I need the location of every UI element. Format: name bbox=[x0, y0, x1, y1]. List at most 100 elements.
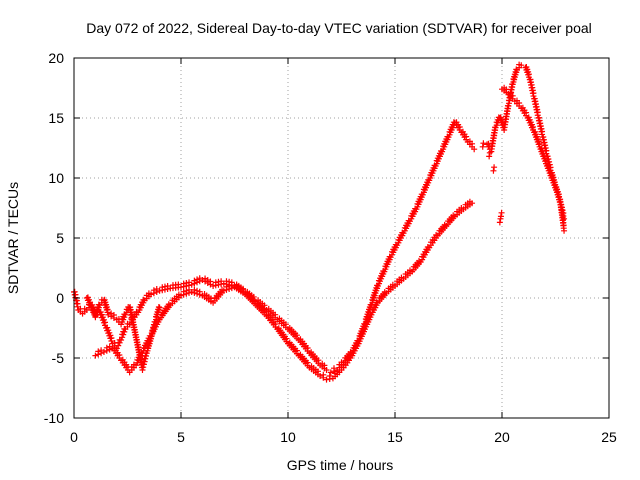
data-point-lower-track bbox=[196, 288, 203, 295]
data-point-main-track bbox=[323, 367, 330, 373]
data-point-late-track bbox=[518, 62, 525, 69]
data-point-early-segments bbox=[148, 335, 155, 342]
data-point-late-track bbox=[528, 79, 535, 86]
data-point-late-track bbox=[537, 122, 544, 129]
data-point-late-track bbox=[539, 128, 546, 135]
data-point-late-track bbox=[533, 103, 540, 110]
data-point-late-lower-track bbox=[549, 174, 556, 181]
y-tick-label: -5 bbox=[52, 350, 65, 366]
data-point-late-track bbox=[536, 117, 543, 124]
data-point-late-lower-track bbox=[516, 100, 523, 106]
data-point-main-track bbox=[282, 321, 289, 328]
data-point-main-track bbox=[102, 319, 109, 326]
data-point-early-segments bbox=[156, 304, 163, 311]
data-point-late-track bbox=[531, 95, 538, 102]
data-point-main-track bbox=[315, 357, 322, 364]
data-point-lower-track bbox=[320, 371, 327, 378]
data-point-late-track bbox=[542, 142, 549, 149]
data-point-main-track bbox=[175, 281, 182, 288]
data-point-main-track bbox=[293, 332, 300, 339]
data-point-late-lower-track bbox=[503, 86, 510, 93]
data-point-late-lower-track bbox=[530, 124, 537, 130]
data-point-early-segments bbox=[110, 312, 117, 318]
data-point-main-track bbox=[272, 311, 279, 318]
x-tick-label: 5 bbox=[177, 429, 185, 445]
data-point-main-track bbox=[469, 140, 476, 147]
data-point-late-lower-track bbox=[561, 227, 568, 234]
x-tick-label: 15 bbox=[387, 429, 403, 445]
data-point-main-track bbox=[72, 291, 79, 298]
y-tick-label: 10 bbox=[48, 170, 64, 186]
data-point-late-lower-track bbox=[555, 191, 562, 198]
data-points bbox=[71, 61, 568, 383]
data-point-main-track bbox=[321, 362, 328, 369]
data-point-isolated-points bbox=[497, 213, 504, 220]
data-point-isolated-points bbox=[491, 164, 498, 171]
data-point-late-track bbox=[532, 98, 539, 105]
data-point-lower-track bbox=[261, 308, 268, 315]
x-tick-label: 20 bbox=[494, 429, 510, 445]
data-point-lower-track bbox=[116, 352, 123, 358]
data-point-lower-track bbox=[326, 373, 333, 379]
data-point-main-track bbox=[207, 278, 214, 285]
data-point-isolated-points bbox=[479, 143, 486, 150]
data-point-main-track bbox=[73, 297, 80, 304]
x-tick-label: 0 bbox=[70, 429, 78, 445]
y-tick-label: 15 bbox=[48, 110, 64, 126]
data-point-late-track bbox=[535, 114, 542, 121]
data-point-lower-track bbox=[283, 335, 290, 342]
data-point-lower-track bbox=[92, 352, 99, 359]
data-point-main-track bbox=[148, 291, 155, 298]
data-point-main-track bbox=[463, 133, 470, 140]
data-point-lower-track bbox=[272, 321, 279, 327]
data-point-late-track bbox=[540, 136, 547, 143]
data-point-isolated-points bbox=[490, 167, 497, 174]
data-point-late-track bbox=[537, 120, 544, 127]
data-point-lower-track bbox=[469, 200, 476, 207]
data-point-late-lower-track bbox=[560, 222, 567, 229]
data-point-late-track bbox=[530, 90, 537, 97]
data-point-isolated-points bbox=[486, 153, 493, 160]
data-point-late-track bbox=[528, 81, 535, 88]
data-point-lower-track bbox=[314, 368, 321, 375]
data-point-main-track bbox=[331, 365, 338, 372]
data-point-late-lower-track bbox=[536, 140, 543, 147]
data-point-late-track bbox=[525, 71, 532, 78]
data-point-main-track bbox=[71, 288, 78, 295]
data-point-late-track bbox=[529, 84, 536, 91]
data-point-lower-track bbox=[304, 359, 311, 366]
y-tick-label: 20 bbox=[48, 50, 64, 66]
y-tick-label: 5 bbox=[56, 230, 64, 246]
data-point-late-track bbox=[534, 106, 541, 113]
data-point-lower-track bbox=[100, 349, 107, 355]
x-axis-title: GPS time / hours bbox=[287, 457, 394, 473]
data-point-isolated-points bbox=[498, 209, 505, 216]
data-point-main-track bbox=[74, 300, 81, 307]
data-point-late-lower-track bbox=[543, 157, 550, 164]
data-point-lower-track bbox=[240, 286, 247, 293]
data-point-late-track bbox=[534, 109, 541, 116]
data-point-isolated-points bbox=[496, 219, 503, 226]
data-point-main-track bbox=[118, 337, 125, 343]
x-tick-label: 25 bbox=[601, 429, 617, 445]
data-point-lower-track bbox=[293, 347, 300, 354]
data-point-late-track bbox=[527, 76, 534, 83]
data-point-lower-track bbox=[317, 373, 324, 379]
data-point-lower-track bbox=[220, 287, 227, 294]
data-point-lower-track bbox=[194, 287, 201, 294]
data-point-late-track bbox=[538, 125, 545, 132]
y-tick-label: -10 bbox=[44, 410, 64, 426]
data-point-late-lower-track bbox=[523, 109, 530, 116]
data-point-late-track bbox=[532, 101, 539, 108]
data-point-main-track bbox=[471, 146, 478, 153]
y-axis-title: SDTVAR / TECUs bbox=[5, 182, 21, 294]
data-point-isolated-points bbox=[480, 140, 487, 147]
axis-ticks: 0 5 10 15 20 25 -10 -5 0 5 10 15 20 bbox=[44, 50, 617, 445]
data-point-main-track bbox=[188, 281, 195, 288]
data-point-main-track bbox=[108, 335, 115, 341]
data-point-isolated-points bbox=[486, 149, 493, 156]
y-tick-label: 0 bbox=[56, 290, 64, 306]
data-point-early-segments bbox=[104, 306, 111, 313]
x-tick-label: 10 bbox=[280, 429, 296, 445]
